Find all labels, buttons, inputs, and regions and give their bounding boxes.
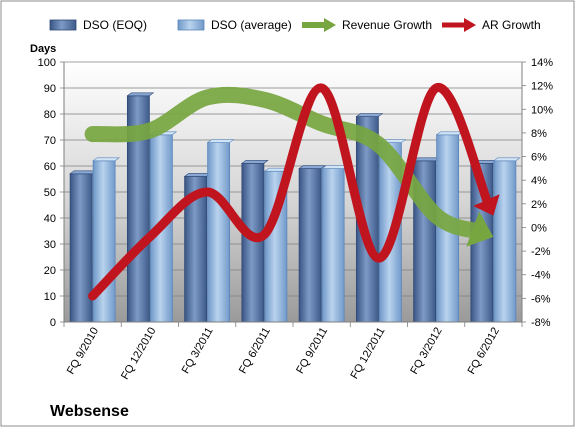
legend-swatch-arrowhead (324, 18, 336, 32)
bar-top (206, 139, 235, 143)
bar-top (435, 131, 464, 136)
legend-label: Revenue Growth (342, 18, 432, 32)
legend-label: AR Growth (482, 18, 541, 32)
bar-top (412, 157, 441, 162)
y-tick-label: 20 (44, 265, 56, 277)
legend-item: DSO (average) (177, 18, 292, 32)
bar (241, 162, 265, 323)
y-tick-label: 10 (44, 291, 56, 303)
y2-tick-label: 14% (531, 57, 553, 69)
bar-top (183, 173, 212, 177)
growth-lines (84, 83, 500, 301)
y2-tick-label: 4% (531, 175, 547, 187)
bar (493, 160, 517, 323)
company-name: Websense (50, 403, 129, 420)
bar (321, 168, 345, 323)
legend-item: DSO (EOQ) (49, 18, 147, 32)
bar-top (126, 92, 155, 97)
legend-swatch (49, 19, 77, 31)
y-axis-title: Days (30, 43, 56, 55)
bar-top (92, 157, 121, 162)
y-tick-label: 30 (44, 239, 56, 251)
series-arrowhead (466, 211, 494, 247)
legend-item: Revenue Growth (302, 18, 432, 32)
y2-tick-label: 10% (531, 104, 553, 116)
legend-swatch (177, 19, 205, 31)
y2-tick-label: -2% (531, 246, 551, 258)
y-tick-label: 50 (44, 187, 56, 199)
bars (69, 92, 521, 323)
bar-top (355, 113, 384, 117)
y-tick-label: 70 (44, 135, 56, 147)
bar (207, 142, 231, 323)
bar (298, 168, 322, 323)
y-tick-label: 80 (44, 109, 56, 121)
bar-top (492, 157, 521, 162)
y-tick-label: 100 (38, 57, 56, 69)
y2-tick-label: 6% (531, 152, 547, 164)
y-tick-label: 90 (44, 83, 56, 95)
y2-tick-label: -4% (531, 270, 551, 282)
legend-swatch-arrowhead (464, 18, 476, 32)
y2-tick-label: -6% (531, 293, 551, 305)
bar-top (69, 170, 98, 175)
series-line (88, 83, 494, 301)
y-tick-label: 0 (50, 317, 56, 329)
legend-item: AR Growth (442, 18, 541, 32)
y-tick-label: 40 (44, 213, 56, 225)
y2-tick-label: 2% (531, 199, 547, 211)
legend-label: DSO (average) (211, 18, 292, 32)
y-tick-label: 60 (44, 161, 56, 173)
y2-tick-label: -8% (531, 317, 551, 329)
bar-top (298, 165, 327, 169)
bar (69, 173, 93, 323)
y2-tick-label: 8% (531, 128, 547, 140)
series-arrowhead (473, 194, 500, 216)
legend-label: DSO (EOQ) (83, 18, 147, 32)
legend: DSO (EOQ) DSO (average) Revenue Growth AR G… (49, 18, 541, 32)
y2-tick-label: 12% (531, 81, 553, 93)
y2-tick-label: 0% (531, 222, 547, 234)
bar-top (240, 160, 269, 164)
